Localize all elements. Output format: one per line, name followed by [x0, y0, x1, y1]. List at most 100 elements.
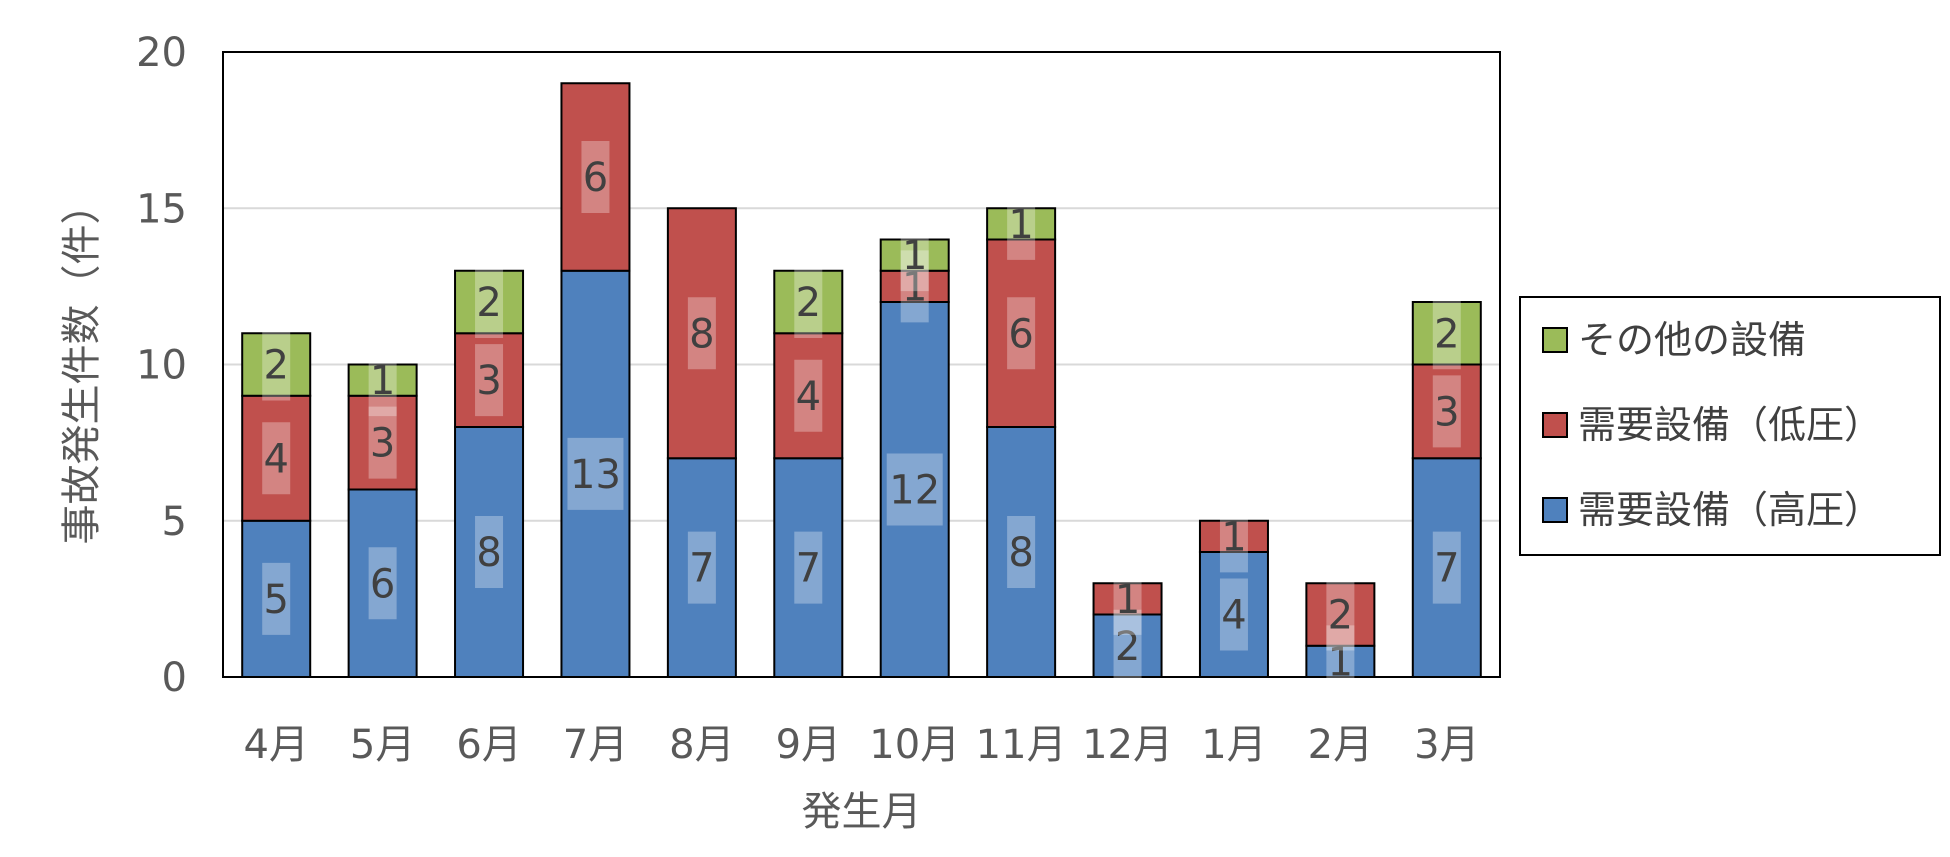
data-label: 6: [583, 155, 608, 201]
y-tick-label: 20: [136, 30, 187, 76]
data-label-background: [1432, 297, 1461, 370]
x-tick-label: 4月: [243, 722, 308, 768]
bar-segment: [773, 332, 844, 460]
x-tick-label: 9月: [776, 722, 841, 768]
data-label: 13: [570, 452, 621, 498]
bar-segment: [986, 426, 1057, 678]
data-label-background: [1219, 500, 1248, 573]
bar-segment: [986, 207, 1057, 241]
data-label: 1: [1221, 514, 1246, 560]
data-label: 5: [263, 577, 288, 623]
data-label-background: [687, 531, 716, 604]
bars: [241, 82, 1482, 678]
legend-entry: その他の設備: [1578, 318, 1806, 362]
bar-segment: [773, 269, 844, 335]
bar-segment: [879, 269, 950, 303]
legend-swatch: [1542, 327, 1568, 353]
data-label-background: [475, 516, 504, 588]
data-label: 2: [1115, 624, 1140, 670]
bar-segment: [1411, 301, 1482, 366]
data-label: 1: [1008, 202, 1033, 248]
data-label-background: [687, 297, 716, 370]
bar-segment: [347, 363, 418, 397]
bar-segment: [879, 301, 950, 678]
data-label: 1: [902, 233, 927, 279]
data-label-background: [1219, 578, 1248, 651]
data-label: 8: [1008, 530, 1033, 576]
x-tick-label: 5月: [350, 722, 415, 768]
bar-segment: [1305, 582, 1376, 647]
data-label-background: [567, 437, 624, 510]
data-label-background: [1007, 516, 1036, 588]
x-tick-label: 11月: [976, 722, 1067, 768]
y-tick-label: 0: [162, 655, 187, 701]
data-label: 4: [1221, 593, 1246, 639]
data-label: 7: [689, 546, 714, 592]
data-label-background: [1326, 578, 1355, 651]
data-label-background: [368, 547, 397, 620]
data-label-background: [581, 141, 610, 213]
y-axis-title: 事故発生件数（件）: [59, 185, 105, 545]
x-tick-label: 7月: [563, 722, 628, 768]
x-tick-label: 12月: [1082, 722, 1173, 768]
data-label: 7: [796, 546, 821, 592]
x-axis-ticks: 4月 5月 6月 7月 8月 9月 10月 11月 12月 1月 2月 3月: [243, 722, 1479, 768]
data-label: 2: [796, 280, 821, 326]
data-label-background: [368, 344, 397, 417]
bar-segment: [773, 457, 844, 678]
legend-swatch: [1542, 497, 1568, 523]
data-label-background: [262, 562, 291, 635]
data-label-background: [900, 219, 929, 292]
data-label-background: [1007, 187, 1036, 260]
data-label: 3: [1434, 389, 1459, 435]
data-label: 3: [476, 358, 501, 404]
data-label: 1: [1328, 639, 1353, 685]
bar-segment: [241, 519, 312, 678]
bar-segment: [1198, 519, 1269, 553]
legend-frame: [1519, 296, 1941, 556]
bar-segment: [560, 82, 631, 272]
data-label-background: [475, 266, 504, 338]
data-label: 1: [902, 264, 927, 310]
data-label: 8: [689, 311, 714, 357]
data-label-background: [794, 359, 823, 432]
legend-entry: 需要設備（高圧）: [1578, 488, 1882, 532]
data-label: 4: [263, 436, 288, 482]
bar-segment: [879, 238, 950, 272]
data-label: 6: [1008, 311, 1033, 357]
data-label: 4: [796, 374, 821, 420]
x-tick-label: 2月: [1308, 722, 1373, 768]
y-tick-label: 5: [162, 499, 187, 545]
data-label: 7: [1434, 546, 1459, 592]
data-label-background: [368, 406, 397, 479]
bar-segment: [454, 332, 525, 428]
data-label: 3: [370, 421, 395, 467]
bar-segment: [1092, 582, 1163, 616]
x-tick-label: 8月: [669, 722, 734, 768]
legend-swatch: [1542, 412, 1568, 438]
x-tick-label: 6月: [456, 722, 521, 768]
data-label-background: [794, 531, 823, 604]
data-label: 1: [370, 358, 395, 404]
data-label-background: [1113, 562, 1142, 635]
bar-segment: [241, 332, 312, 397]
data-label-background: [1432, 531, 1461, 604]
x-axis-title: 発生月: [802, 789, 922, 835]
data-label: 2: [1328, 593, 1353, 639]
x-tick-label: 3月: [1414, 722, 1479, 768]
y-tick-label: 15: [136, 186, 187, 232]
data-label-background: [262, 422, 291, 495]
bar-segment: [454, 426, 525, 678]
data-label-background: [262, 328, 291, 401]
data-label-background: [900, 250, 929, 323]
x-tick-label: 1月: [1201, 722, 1266, 768]
y-axis-ticks: 0 5 10 15 20: [136, 30, 187, 701]
data-label-background: [886, 453, 943, 526]
bar-segment: [666, 457, 737, 678]
legend-entry: 需要設備（低圧）: [1578, 403, 1882, 447]
data-label: 1: [1115, 577, 1140, 623]
bar-segment: [666, 207, 737, 460]
